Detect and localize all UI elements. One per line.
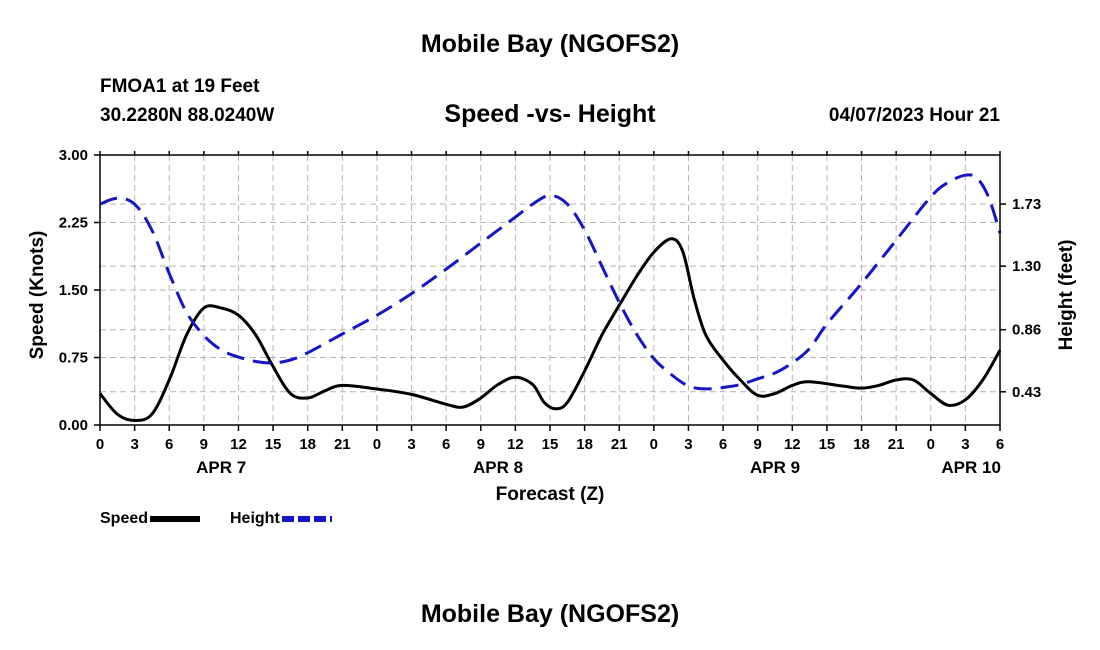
y2-tick-label: 0.86 [1012,322,1041,339]
legend-height-label: Height [230,510,280,527]
date-label: APR 7 [196,458,246,477]
station-name: FMOA1 at 19 Feet [100,76,260,97]
chart-subtitle: Speed -vs- Height [444,100,656,128]
station-coords: 30.2280N 88.0240W [100,105,275,126]
y2-tick-label: 0.43 [1012,384,1041,401]
y-tick-label: 0.00 [59,417,88,434]
x-tick-label: 21 [888,436,905,453]
legend-height: Height [230,510,332,528]
grid-layer [100,155,1000,425]
x-axis-label: Forecast (Z) [496,484,605,505]
date-label: APR 8 [473,458,523,477]
series-line-speed [98,237,1002,423]
x-tick-label: 12 [507,436,524,453]
chart-title: Mobile Bay (NGOFS2) [420,30,680,58]
y2-axis-label: Height (feet) [1056,240,1077,351]
x-tick-label: 18 [853,436,870,453]
series-layer [98,173,1002,423]
x-tick-label: 21 [334,436,351,453]
y-tick-label: 2.25 [59,215,88,232]
chart-title-repeat: Mobile Bay (NGOFS2) [420,600,680,628]
x-tick-label: 0 [373,436,381,453]
x-tick-label: 3 [684,436,692,453]
y-tick-label: 1.50 [59,282,88,299]
x-tick-label: 15 [819,436,836,453]
x-tick-label: 6 [165,436,173,453]
date-label: APR 9 [750,458,800,477]
legend-speed-swatch [150,516,201,522]
x-tick-label: 12 [230,436,247,453]
legend-speed: Speed [100,510,201,528]
series-line-height [99,173,1002,391]
x-tick-label: 9 [200,436,208,453]
legend-height-swatch [281,516,332,522]
x-tick-label: 18 [576,436,593,453]
x-tick-label: 15 [542,436,559,453]
y2-tick-label: 1.30 [1012,258,1041,275]
y-axis-label: Speed (Knots) [27,231,48,360]
date-label: APR 10 [941,458,1001,477]
x-tick-label: 21 [611,436,628,453]
x-tick-label: 6 [442,436,450,453]
x-tick-label: 9 [754,436,762,453]
x-tick-label: 0 [650,436,658,453]
x-tick-label: 6 [996,436,1004,453]
x-tick-label: 3 [130,436,138,453]
x-tick-label: 3 [961,436,969,453]
y2-tick-label: 1.73 [1012,196,1041,213]
x-tick-label: 15 [265,436,282,453]
x-tick-label: 0 [96,436,104,453]
x-tick-label: 6 [719,436,727,453]
x-tick-label: 0 [927,436,935,453]
x-tick-label: 12 [784,436,801,453]
x-tick-label: 18 [299,436,316,453]
axis-layer: 0 3 6 9 12 15 18 21 0 3 6 9 12 15 18 21 0 3 6 9 12 15 18 21 0 3 6 A… [59,147,1041,477]
y-tick-label: 3.00 [59,147,88,164]
x-tick-label: 9 [477,436,485,453]
y-tick-label: 0.75 [59,350,88,367]
x-tick-label: 3 [407,436,415,453]
forecast-time: 04/07/2023 Hour 21 [828,105,1000,126]
legend-speed-label: Speed [100,510,149,527]
